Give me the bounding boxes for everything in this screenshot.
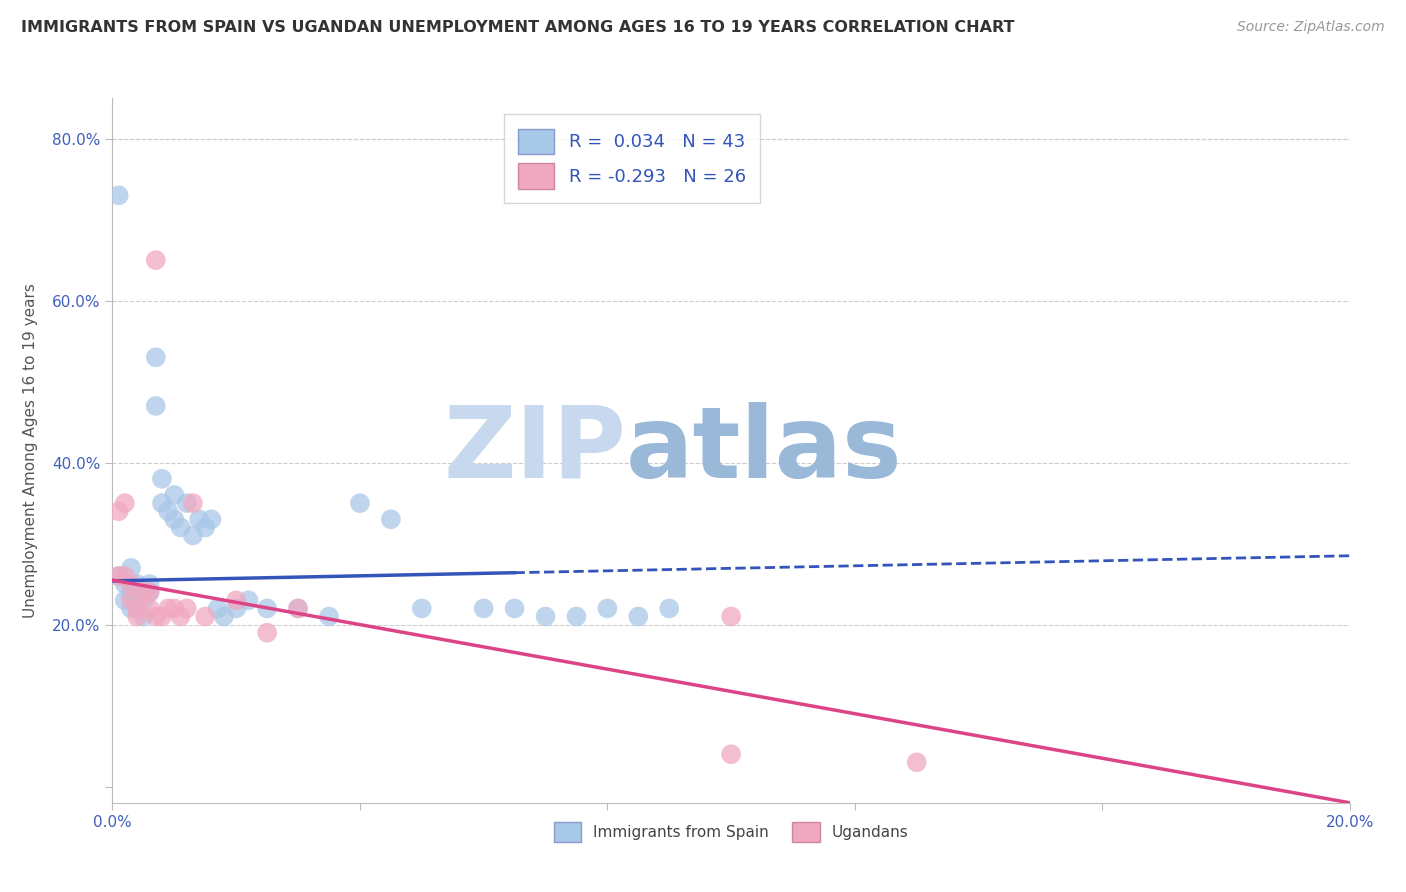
Point [127, 577, 149, 591]
Point [534, 609, 557, 624]
Point [145, 351, 167, 365]
Point [169, 520, 191, 534]
Y-axis label: Unemployment Among Ages 16 to 19 years: Unemployment Among Ages 16 to 19 years [24, 283, 38, 618]
Legend: Immigrants from Spain, Ugandans: Immigrants from Spain, Ugandans [547, 816, 915, 848]
Point [188, 512, 211, 526]
Point [176, 601, 198, 615]
Point [181, 528, 204, 542]
Point [472, 601, 495, 615]
Point [127, 601, 149, 615]
Point [132, 609, 155, 624]
Point [503, 601, 526, 615]
Point [380, 512, 402, 526]
Point [225, 601, 247, 615]
Point [200, 512, 222, 526]
Point [107, 504, 129, 518]
Point [114, 577, 136, 591]
Point [120, 561, 142, 575]
Point [138, 585, 160, 599]
Point [163, 488, 186, 502]
Point [212, 609, 235, 624]
Point [194, 609, 217, 624]
Text: Source: ZipAtlas.com: Source: ZipAtlas.com [1237, 20, 1385, 34]
Point [127, 601, 149, 615]
Point [114, 496, 136, 510]
Point [145, 609, 167, 624]
Point [132, 585, 155, 599]
Point [163, 601, 186, 615]
Point [107, 569, 129, 583]
Point [411, 601, 433, 615]
Point [318, 609, 340, 624]
Text: atlas: atlas [626, 402, 903, 499]
Point [627, 609, 650, 624]
Point [658, 601, 681, 615]
Point [181, 496, 204, 510]
Point [565, 609, 588, 624]
Point [114, 593, 136, 607]
Point [120, 601, 142, 615]
Point [150, 609, 173, 624]
Point [169, 609, 191, 624]
Point [194, 520, 217, 534]
Point [114, 569, 136, 583]
Point [120, 585, 142, 599]
Point [138, 577, 160, 591]
Point [150, 496, 173, 510]
Point [256, 625, 278, 640]
Point [150, 472, 173, 486]
Point [127, 609, 149, 624]
Point [157, 601, 180, 615]
Point [120, 593, 142, 607]
Point [225, 593, 247, 607]
Point [157, 504, 180, 518]
Point [120, 577, 142, 591]
Point [720, 747, 742, 762]
Text: ZIP: ZIP [443, 402, 626, 499]
Text: IMMIGRANTS FROM SPAIN VS UGANDAN UNEMPLOYMENT AMONG AGES 16 TO 19 YEARS CORRELAT: IMMIGRANTS FROM SPAIN VS UGANDAN UNEMPLO… [21, 20, 1015, 35]
Point [176, 496, 198, 510]
Point [138, 585, 160, 599]
Point [107, 569, 129, 583]
Point [596, 601, 619, 615]
Point [145, 253, 167, 268]
Point [132, 593, 155, 607]
Point [238, 593, 260, 607]
Point [720, 609, 742, 624]
Point [905, 756, 928, 770]
Point [138, 601, 160, 615]
Point [145, 399, 167, 413]
Point [107, 188, 129, 202]
Point [287, 601, 309, 615]
Point [287, 601, 309, 615]
Point [207, 601, 229, 615]
Point [163, 512, 186, 526]
Point [256, 601, 278, 615]
Point [349, 496, 371, 510]
